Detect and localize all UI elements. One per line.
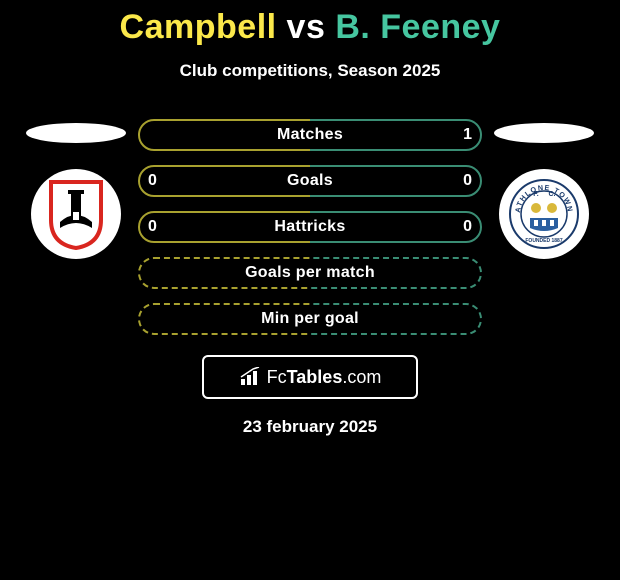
player1-shadow — [26, 123, 126, 143]
athlone-town-icon: ATHLONE TOWN FOUNDED 1887 F. C. — [508, 178, 580, 250]
stat-value-left: 0 — [148, 218, 157, 236]
player2-shadow — [494, 123, 594, 143]
stat-value-right: 1 — [463, 126, 472, 144]
stats-container: Matches1Goals00Hattricks00Goals per matc… — [0, 119, 620, 335]
fctables-text: FcTables.com — [267, 367, 382, 388]
stat-value-right: 0 — [463, 172, 472, 190]
svg-text:C.: C. — [549, 191, 556, 198]
date-text: 23 february 2025 — [0, 417, 620, 437]
left-column — [26, 119, 126, 335]
stat-rows: Matches1Goals00Hattricks00Goals per matc… — [138, 119, 482, 335]
stat-value-right: 0 — [463, 218, 472, 236]
player2-name: B. Feeney — [335, 8, 500, 46]
stat-row: Hattricks00 — [138, 211, 482, 243]
player1-name: Campbell — [120, 8, 277, 46]
stat-row: Matches1 — [138, 119, 482, 151]
longford-town-icon — [46, 178, 106, 250]
chart-icon — [239, 367, 263, 387]
stat-row: Goals00 — [138, 165, 482, 197]
fctables-logo: FcTables.com — [202, 355, 418, 399]
stat-row: Min per goal — [138, 303, 482, 335]
player2-club-badge: ATHLONE TOWN FOUNDED 1887 F. C. — [499, 169, 589, 259]
player1-club-badge — [31, 169, 121, 259]
stat-value-left: 0 — [148, 172, 157, 190]
svg-text:FOUNDED 1887: FOUNDED 1887 — [525, 238, 562, 244]
subtitle: Club competitions, Season 2025 — [0, 61, 620, 81]
comparison-title: Campbell vs B. Feeney — [0, 0, 620, 47]
svg-text:F.: F. — [533, 191, 539, 198]
vs-text: vs — [287, 8, 326, 46]
stat-row: Goals per match — [138, 257, 482, 289]
right-column: ATHLONE TOWN FOUNDED 1887 F. C. — [494, 119, 594, 335]
